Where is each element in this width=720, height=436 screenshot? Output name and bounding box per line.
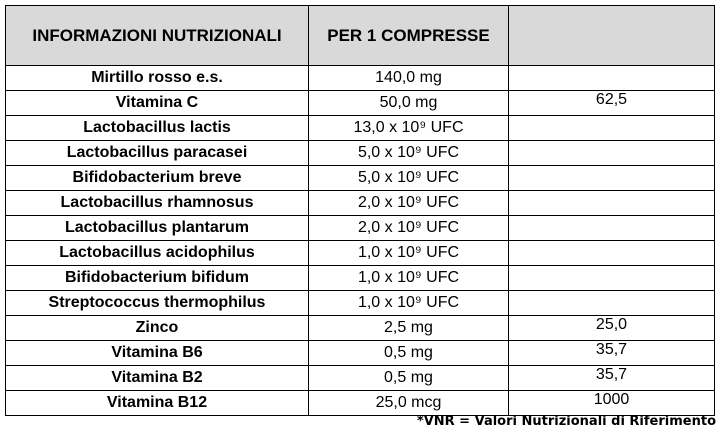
table-row: Lactobacillus lactis 13,0 x 10⁹ UFC: [5, 115, 715, 141]
table-cell: Lactobacillus acidophilus: [5, 240, 309, 266]
table-cell: 1,0 x 10⁹ UFC: [308, 265, 509, 291]
table-cell: [508, 115, 715, 141]
table-cell: 0,5 mg: [308, 365, 509, 391]
table-row: Vitamina B12 25,0 mcg 1000: [5, 390, 715, 416]
table-cell: 5,0 x 10⁹ UFC: [308, 165, 509, 191]
nutrition-table: INFORMAZIONI NUTRIZIONALI PER 1 COMPRESSE…: [5, 5, 715, 416]
table-cell: Vitamina B2: [5, 365, 309, 391]
table-cell: [508, 190, 715, 216]
table-row: Lactobacillus rhamnosus 2,0 x 10⁹ UFC: [5, 190, 715, 216]
table-row: Vitamina B6 0,5 mg 35,7: [5, 340, 715, 366]
table-cell: Lactobacillus plantarum: [5, 215, 309, 241]
table-row: Lactobacillus paracasei 5,0 x 10⁹ UFC: [5, 140, 715, 166]
table-cell: Vitamina B12: [5, 390, 309, 416]
table-cell: 62,5: [508, 90, 715, 116]
table-row: Vitamina C 50,0 mg 62,5: [5, 90, 715, 116]
header-row: INFORMAZIONI NUTRIZIONALI PER 1 COMPRESSE: [5, 5, 715, 66]
table-cell: 50,0 mg: [308, 90, 509, 116]
table-cell: [508, 5, 715, 66]
table-cell: [508, 65, 715, 91]
table-cell: 25,0 mcg: [308, 390, 509, 416]
table-cell: 25,0: [508, 315, 715, 341]
table-cell: INFORMAZIONI NUTRIZIONALI: [5, 5, 309, 66]
table-row: Bifidobacterium bifidum 1,0 x 10⁹ UFC: [5, 265, 715, 291]
table-cell: 13,0 x 10⁹ UFC: [308, 115, 509, 141]
table-cell: Mirtillo rosso e.s.: [5, 65, 309, 91]
table-cell: 1,0 x 10⁹ UFC: [308, 290, 509, 316]
table-cell: Lactobacillus paracasei: [5, 140, 309, 166]
table-cell: 2,0 x 10⁹ UFC: [308, 215, 509, 241]
table-cell: 35,7: [508, 340, 715, 366]
table-cell: [508, 265, 715, 291]
table-cell: 0,5 mg: [308, 340, 509, 366]
table-cell: [508, 240, 715, 266]
table-cell: 2,5 mg: [308, 315, 509, 341]
table-cell: [508, 165, 715, 191]
table-row: Vitamina B2 0,5 mg 35,7: [5, 365, 715, 391]
table-cell: Lactobacillus rhamnosus: [5, 190, 309, 216]
table-row: Bifidobacterium breve 5,0 x 10⁹ UFC: [5, 165, 715, 191]
table-header: INFORMAZIONI NUTRIZIONALI PER 1 COMPRESSE: [5, 5, 715, 66]
table-cell: 5,0 x 10⁹ UFC: [308, 140, 509, 166]
table-cell: [508, 140, 715, 166]
table-cell: Bifidobacterium breve: [5, 165, 309, 191]
table-cell: 1,0 x 10⁹ UFC: [308, 240, 509, 266]
table-cell: 1000: [508, 390, 715, 416]
table-cell: Bifidobacterium bifidum: [5, 265, 309, 291]
table-row: Zinco 2,5 mg 25,0: [5, 315, 715, 341]
footnote: *VNR = Valori Nutrizionali di Riferiment…: [416, 414, 716, 429]
table-cell: 2,0 x 10⁹ UFC: [308, 190, 509, 216]
table-row: Lactobacillus plantarum 2,0 x 10⁹ UFC: [5, 215, 715, 241]
table-cell: [508, 290, 715, 316]
table-cell: Lactobacillus lactis: [5, 115, 309, 141]
table-cell: Vitamina B6: [5, 340, 309, 366]
table-row: Lactobacillus acidophilus 1,0 x 10⁹ UFC: [5, 240, 715, 266]
table-cell: Zinco: [5, 315, 309, 341]
table-cell: [508, 215, 715, 241]
table-cell: Vitamina C: [5, 90, 309, 116]
table-row: Mirtillo rosso e.s. 140,0 mg: [5, 65, 715, 91]
table-cell: Streptococcus thermophilus: [5, 290, 309, 316]
table-cell: PER 1 COMPRESSE: [308, 5, 509, 66]
table-body: Mirtillo rosso e.s. 140,0 mg Vitamina C 50,…: [5, 65, 715, 416]
table-row: Streptococcus thermophilus 1,0 x 10⁹ UFC: [5, 290, 715, 316]
table-cell: 140,0 mg: [308, 65, 509, 91]
table-cell: 35,7: [508, 365, 715, 391]
